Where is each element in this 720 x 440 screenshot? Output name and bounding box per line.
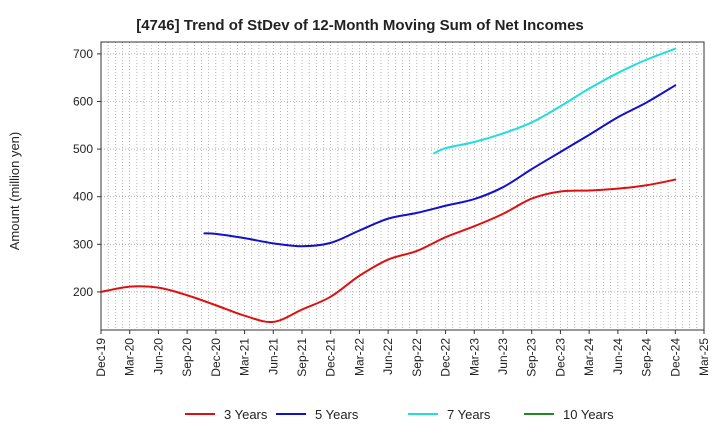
x-tick-label: Dec-21 — [324, 338, 338, 377]
x-tick-label: Sep-23 — [525, 338, 539, 377]
x-tick-label: Mar-22 — [352, 338, 366, 376]
y-axis-label: Amount (million yen) — [7, 132, 22, 251]
x-tick-label: Dec-19 — [94, 338, 108, 377]
y-tick-label: 500 — [73, 142, 93, 156]
x-tick-label: Jun-22 — [381, 338, 395, 375]
x-tick-label: Sep-21 — [295, 338, 309, 377]
x-tick-label: Mar-20 — [123, 338, 137, 376]
legend-label-3-years: 3 Years — [224, 407, 268, 422]
x-tick-label: Dec-20 — [209, 338, 223, 377]
x-tick-label: Dec-22 — [439, 338, 453, 377]
x-tick-label: Mar-23 — [467, 338, 481, 376]
x-tick-label: Mar-21 — [238, 338, 252, 376]
legend-label-5-years: 5 Years — [315, 407, 359, 422]
y-tick-label: 600 — [73, 95, 93, 109]
y-tick-label: 700 — [73, 47, 93, 61]
x-tick-label: Jun-24 — [611, 338, 625, 375]
series-line-7-years — [433, 47, 677, 155]
chart-title: [4746] Trend of StDev of 12-Month Moving… — [136, 17, 584, 34]
x-tick-label: Mar-25 — [697, 338, 711, 376]
y-tick-label: 400 — [73, 190, 93, 204]
y-tick-label: 200 — [73, 285, 93, 299]
series-line-5-years — [203, 84, 677, 248]
x-tick-label: Jun-23 — [496, 338, 510, 375]
legend: 3 Years 5 Years 7 Years 10 Years — [185, 407, 614, 422]
x-tick-label: Sep-20 — [180, 338, 194, 377]
x-tick-label: Dec-24 — [668, 338, 682, 377]
plot-frame — [100, 41, 705, 331]
grid — [100, 42, 705, 330]
x-ticks: Dec-19 Mar-20 Jun-20 Sep-20 Dec-20 Mar-21 Jun-… — [94, 330, 711, 377]
x-tick-label: Mar-24 — [582, 338, 596, 376]
y-ticks: 200 300 400 500 600 700 — [73, 47, 101, 299]
x-tick-label: Sep-22 — [410, 338, 424, 377]
y-tick-label: 300 — [73, 237, 93, 251]
x-tick-label: Jun-20 — [151, 338, 165, 375]
legend-label-10-years: 10 Years — [563, 407, 614, 422]
series-group — [100, 47, 677, 324]
series-line-3-years — [100, 178, 677, 324]
x-tick-label: Dec-23 — [553, 338, 567, 377]
legend-label-7-years: 7 Years — [447, 407, 491, 422]
x-tick-label: Sep-24 — [640, 338, 654, 377]
x-tick-label: Jun-21 — [266, 338, 280, 375]
